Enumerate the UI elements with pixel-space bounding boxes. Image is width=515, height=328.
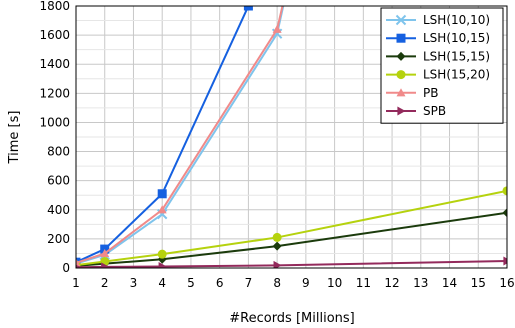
y-tick-label-0: 0 <box>62 261 70 275</box>
y-axis-label: Time [s] <box>7 111 22 165</box>
y-tick-label-7: 1400 <box>39 57 70 71</box>
tick-labels: 1 2 3 4 5 6 7 8 9 10 11 12 13 14 15 1602004006008001000… <box>39 0 514 290</box>
y-tick-label-5: 1000 <box>39 115 70 129</box>
legend-label-3: LSH(15,20) <box>423 68 490 82</box>
legend-item-4: PB <box>386 86 438 100</box>
y-tick-label-6: 1200 <box>39 86 70 100</box>
data-point-4-2 <box>157 205 167 214</box>
data-point-5-2 <box>158 262 167 268</box>
legend-item-0: LSH(10,10) <box>386 13 490 27</box>
x-tick-label-0: 1 <box>72 276 80 290</box>
data-point-5-1 <box>101 262 110 268</box>
data-point-5-3 <box>273 260 282 268</box>
legend-swatch-marker-3 <box>396 70 406 80</box>
x-tick-label-9: 10 <box>327 276 342 290</box>
x-tick-label-3: 4 <box>158 276 166 290</box>
x-tick-label-4: 5 <box>187 276 195 290</box>
y-tick-label-3: 600 <box>47 174 70 188</box>
data-point-5-4 <box>503 256 507 266</box>
data-point-2-3 <box>272 241 282 251</box>
y-tick-label-8: 1600 <box>39 28 70 42</box>
x-tick-label-10: 11 <box>356 276 371 290</box>
x-tick-label-12: 13 <box>413 276 428 290</box>
data-point-3-2 <box>157 249 167 259</box>
legend-label-5: SPB <box>423 104 446 118</box>
x-axis-label: #Records [Millions] <box>229 311 355 326</box>
legend-swatch-marker-5 <box>397 106 406 116</box>
legend-swatch-marker-4 <box>396 88 406 97</box>
series-line-1 <box>76 6 250 264</box>
series-5 <box>76 256 507 268</box>
data-point-3-3 <box>272 232 282 242</box>
x-tick-label-15: 16 <box>499 276 514 290</box>
data-point-1-3 <box>243 6 253 11</box>
x-tick-label-6: 7 <box>245 276 253 290</box>
x-tick-label-8: 9 <box>302 276 310 290</box>
series-3 <box>76 186 507 268</box>
series-line-5 <box>76 260 507 268</box>
data-point-4-0 <box>76 258 81 267</box>
legend-swatch-marker-1 <box>396 33 406 43</box>
y-tick-label-2: 400 <box>47 203 70 217</box>
series-4 <box>76 6 284 267</box>
x-tick-label-1: 2 <box>101 276 109 290</box>
series-line-3 <box>76 189 507 267</box>
x-tick-label-7: 8 <box>273 276 281 290</box>
series-layer <box>76 6 507 268</box>
legend-label-1: LSH(10,15) <box>423 31 490 45</box>
data-point-2-4 <box>502 208 507 218</box>
plot-frame <box>75 5 508 269</box>
x-tick-label-2: 3 <box>130 276 138 290</box>
x-tick-label-11: 12 <box>384 276 399 290</box>
data-point-5-0 <box>76 264 81 268</box>
x-tick-label-5: 6 <box>216 276 224 290</box>
x-tick-label-13: 14 <box>442 276 457 290</box>
legend-label-4: PB <box>423 86 438 100</box>
data-point-3-4 <box>502 186 507 196</box>
legend-box <box>380 7 504 124</box>
legend-item-1: LSH(10,15) <box>386 31 490 45</box>
legend-swatch-marker-0 <box>395 14 407 26</box>
legend-item-2: LSH(15,15) <box>386 49 490 63</box>
legend-swatch-marker-2 <box>396 51 406 61</box>
data-point-4-1 <box>100 248 110 258</box>
y-tick-label-4: 800 <box>47 145 70 159</box>
data-point-4-3 <box>272 24 282 33</box>
legend-label-2: LSH(15,15) <box>423 49 490 63</box>
legend-item-5: SPB <box>386 104 446 118</box>
legend-item-3: LSH(15,20) <box>386 68 490 82</box>
data-point-1-2 <box>157 189 167 199</box>
x-tick-label-14: 15 <box>471 276 486 290</box>
y-tick-label-1: 200 <box>47 232 70 246</box>
series-1 <box>76 6 253 267</box>
y-tick-label-9: 1800 <box>39 0 70 13</box>
legend: LSH(10,10) LSH(10,15) LSH(15,15) LSH(15,20)… <box>380 7 504 124</box>
legend-label-0: LSH(10,10) <box>423 13 490 27</box>
